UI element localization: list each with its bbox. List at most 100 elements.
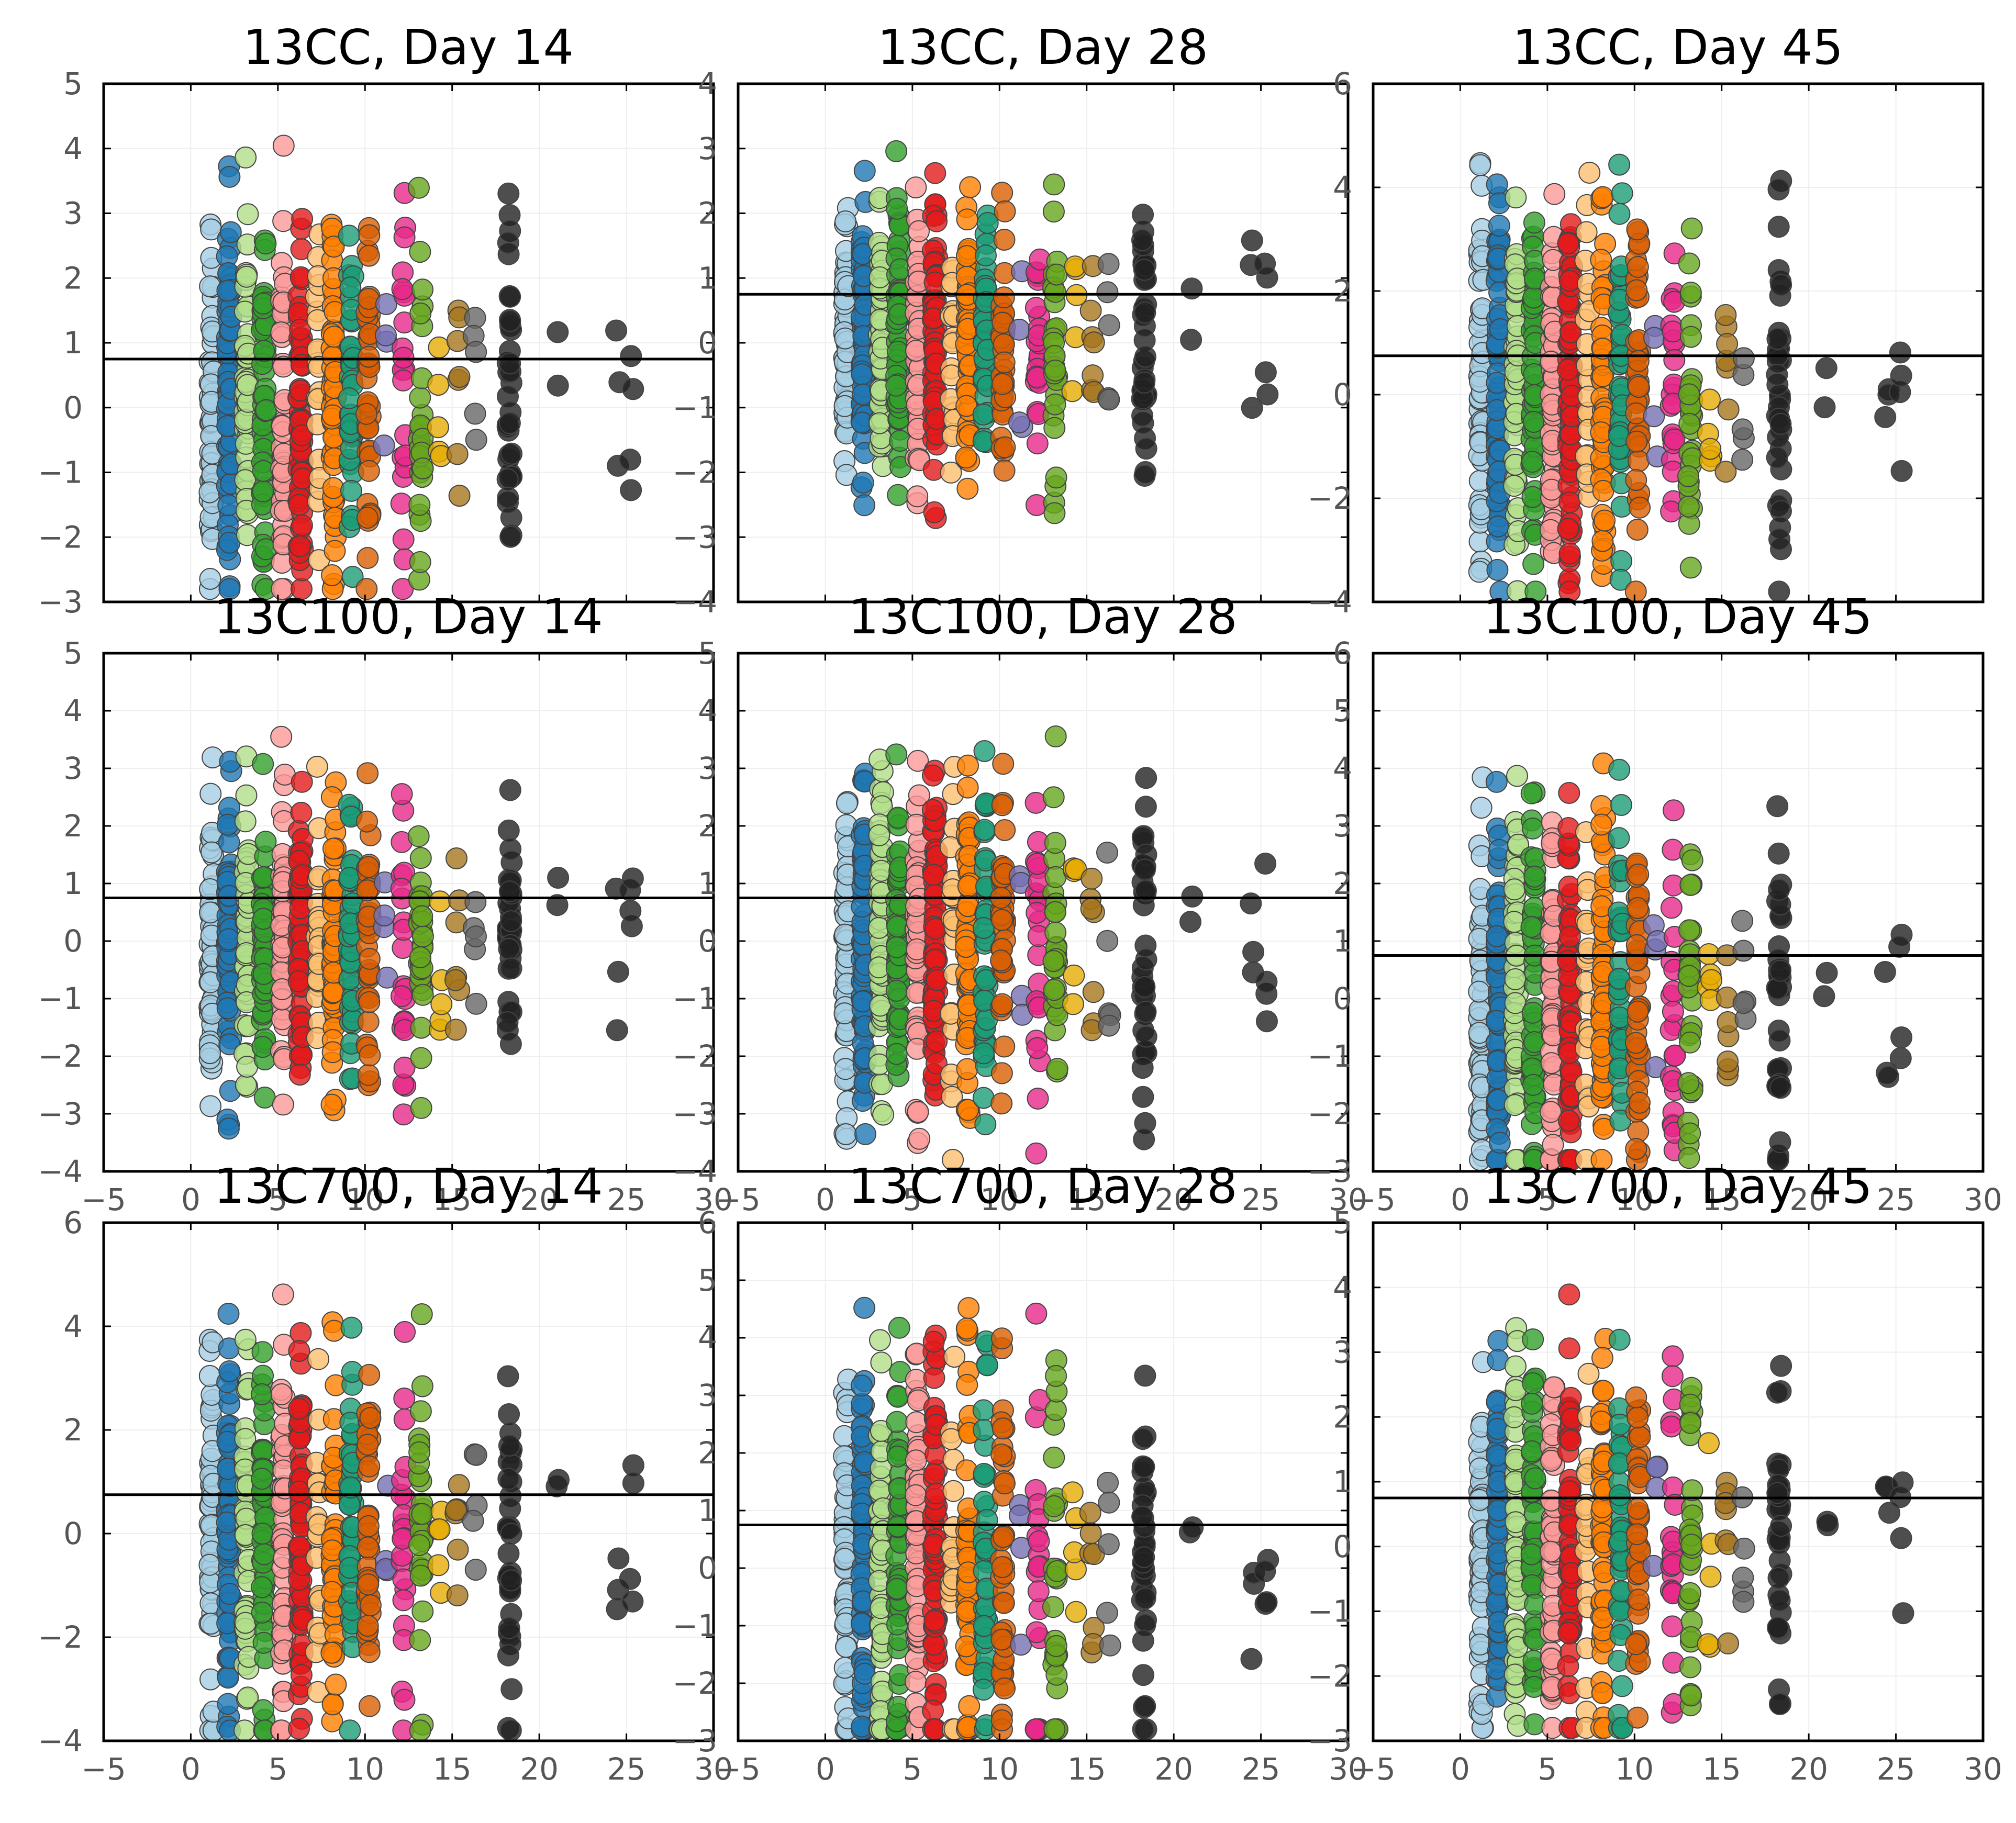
data-point <box>1242 941 1265 963</box>
data-point <box>1680 326 1702 348</box>
data-point <box>1558 542 1581 565</box>
data-point <box>199 1095 222 1117</box>
data-point <box>1255 970 1278 993</box>
data-point <box>1590 795 1613 817</box>
x-tick-label: 20 <box>520 1751 559 1787</box>
data-point <box>924 162 946 184</box>
data-point <box>1096 930 1119 952</box>
data-point <box>410 1097 432 1119</box>
data-point <box>289 318 311 341</box>
data-point <box>1131 1057 1154 1079</box>
data-point <box>358 244 380 267</box>
data-point <box>1062 993 1084 1015</box>
data-point <box>410 1047 432 1069</box>
data-point <box>1135 438 1157 460</box>
data-point <box>548 1469 570 1491</box>
data-point <box>622 1472 644 1494</box>
data-point <box>1625 934 1648 956</box>
data-point <box>1611 182 1633 205</box>
data-point <box>216 997 239 1020</box>
data-point <box>868 824 890 846</box>
data-point <box>1608 203 1631 225</box>
data-point <box>1590 249 1612 271</box>
data-point <box>498 1617 520 1639</box>
x-tick-label: −5 <box>716 1182 761 1217</box>
data-point <box>409 847 432 869</box>
y-tick-label: −2 <box>38 519 83 555</box>
y-tick-label: 4 <box>1333 751 1352 786</box>
data-point <box>1256 383 1279 406</box>
data-point <box>1485 770 1508 793</box>
data-point <box>607 1547 630 1570</box>
data-point <box>408 1534 430 1557</box>
data-point <box>1629 496 1651 519</box>
data-point <box>497 1644 519 1667</box>
data-point <box>990 1062 1013 1084</box>
data-point <box>217 1303 240 1325</box>
y-tick-label: −2 <box>673 1038 718 1074</box>
data-point <box>1766 446 1788 469</box>
data-point <box>994 819 1016 841</box>
data-point <box>1769 959 1791 982</box>
data-point <box>464 1559 487 1581</box>
data-point <box>322 326 345 348</box>
data-point <box>1766 363 1788 386</box>
data-point <box>392 578 414 600</box>
data-point <box>1732 940 1755 962</box>
data-point <box>338 387 360 409</box>
data-point <box>235 146 257 169</box>
y-tick-label: 5 <box>63 66 83 102</box>
data-point <box>375 293 397 315</box>
data-point <box>427 1554 450 1576</box>
data-point <box>1678 919 1700 942</box>
data-point <box>834 1123 857 1145</box>
y-tick-label: 5 <box>698 635 717 671</box>
data-point <box>973 819 996 841</box>
data-point <box>357 1434 379 1456</box>
data-point <box>1486 558 1509 581</box>
data-point <box>409 1400 432 1423</box>
data-point <box>956 208 978 231</box>
y-tick-label: −4 <box>38 1723 83 1759</box>
data-point <box>992 373 1014 395</box>
data-point <box>341 566 364 588</box>
data-point <box>357 1615 379 1637</box>
data-point <box>500 1678 523 1701</box>
data-point <box>606 1019 628 1042</box>
data-point <box>1679 1122 1701 1145</box>
y-tick-label: −2 <box>1308 1096 1353 1132</box>
y-tick-label: −3 <box>673 1096 718 1132</box>
data-point <box>358 345 380 368</box>
data-point <box>1026 902 1048 924</box>
data-point <box>886 915 909 938</box>
y-tick-label: 6 <box>1333 635 1352 671</box>
y-tick-label: 4 <box>63 131 83 166</box>
data-point <box>1627 863 1650 886</box>
data-point <box>409 386 431 409</box>
data-point <box>1768 1029 1791 1052</box>
data-point <box>498 937 520 960</box>
data-point <box>496 468 519 490</box>
y-tick-label: 3 <box>698 751 717 786</box>
data-point <box>255 399 277 421</box>
data-point <box>393 1688 416 1711</box>
data-point <box>993 229 1016 251</box>
data-point <box>1874 406 1897 428</box>
data-point <box>957 754 979 777</box>
data-point <box>409 946 431 968</box>
data-point <box>1627 350 1650 372</box>
data-point <box>373 434 395 457</box>
data-point <box>252 1699 274 1721</box>
data-point <box>357 1064 380 1086</box>
data-point <box>291 514 313 536</box>
data-point <box>1626 519 1649 541</box>
data-point <box>1591 530 1614 552</box>
y-tick-label: −1 <box>38 455 83 490</box>
data-point <box>1096 842 1118 864</box>
data-point <box>392 369 415 392</box>
data-point <box>905 176 927 199</box>
data-point <box>409 302 432 325</box>
data-point <box>1608 153 1631 176</box>
data-point <box>428 1518 451 1540</box>
